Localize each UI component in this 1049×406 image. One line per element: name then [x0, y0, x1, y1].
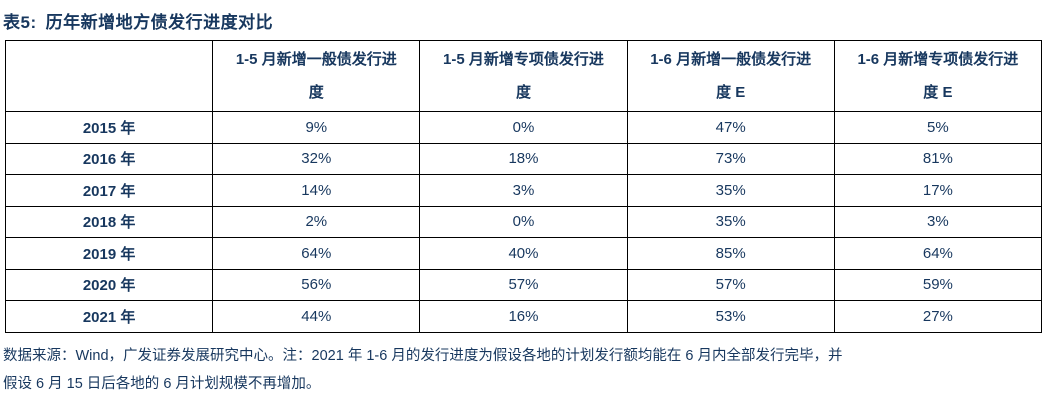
table-title: 表5: 历年新增地方债发行进度对比 [0, 0, 1049, 33]
col-header-1-6-special: 1-6 月新增专项债发行进 度 E [833, 40, 1043, 112]
value-cell: 64% [212, 237, 421, 270]
table-title-prefix: 表5: [3, 13, 37, 32]
header-line: 1-6 月新增专项债发行进 [857, 51, 1019, 68]
value-cell: 57% [626, 268, 835, 301]
source-note: 数据来源：Wind，广发证券发展研究中心。注：2021 年 1-6 月的发行进度… [3, 342, 1049, 398]
table-row-2019: 2019 年 64% 40% 85% 64% [4, 237, 1043, 270]
value-cell: 18% [419, 142, 628, 175]
value-cell: 47% [626, 111, 835, 144]
bond-issuance-progress-table: 1-5 月新增一般债发行进 度 1-5 月新增专项债发行进 度 1-6 月新增一… [4, 40, 1043, 333]
table-row-2018: 2018 年 2% 0% 35% 3% [4, 205, 1043, 238]
value-cell: 53% [626, 300, 835, 333]
row-year-label: 2019 年 [4, 237, 214, 270]
row-year-label: 2016 年 [4, 142, 214, 175]
value-cell: 3% [833, 205, 1043, 238]
header-line: 度 [515, 84, 531, 101]
value-cell: 0% [419, 205, 628, 238]
header-line: 1-5 月新增一般债发行进 [235, 51, 397, 68]
header-line: 度 E [716, 84, 746, 101]
value-cell: 14% [212, 174, 421, 207]
header-line: 1-5 月新增专项债发行进 [443, 51, 604, 68]
value-cell: 57% [419, 268, 628, 301]
table-row-2021: 2021 年 44% 16% 53% 27% [4, 300, 1043, 333]
header-line: 1-6 月新增一般债发行进 [650, 51, 812, 68]
value-cell: 5% [833, 111, 1043, 144]
row-year-label: 2015 年 [4, 111, 214, 144]
table-row-2015: 2015 年 9% 0% 47% 5% [4, 111, 1043, 144]
value-cell: 2% [212, 205, 421, 238]
corner-cell [4, 40, 214, 112]
header-line: 度 E [923, 84, 953, 101]
value-cell: 9% [212, 111, 421, 144]
value-cell: 16% [419, 300, 628, 333]
value-cell: 3% [419, 174, 628, 207]
value-cell: 64% [833, 237, 1043, 270]
value-cell: 35% [626, 205, 835, 238]
value-cell: 44% [212, 300, 421, 333]
value-cell: 73% [626, 142, 835, 175]
value-cell: 81% [833, 142, 1043, 175]
row-year-label: 2017 年 [4, 174, 214, 207]
value-cell: 59% [833, 268, 1043, 301]
row-year-label: 2021 年 [4, 300, 214, 333]
value-cell: 85% [626, 237, 835, 270]
header-line: 度 [308, 84, 324, 101]
table-row-2017: 2017 年 14% 3% 35% 17% [4, 174, 1043, 207]
col-header-1-6-general: 1-6 月新增一般债发行进 度 E [626, 40, 835, 112]
source-note-line1: 数据来源：Wind，广发证券发展研究中心。注：2021 年 1-6 月的发行进度… [3, 347, 843, 364]
col-header-1-5-special: 1-5 月新增专项债发行进 度 [419, 40, 628, 112]
value-cell: 17% [833, 174, 1043, 207]
value-cell: 40% [419, 237, 628, 270]
value-cell: 56% [212, 268, 421, 301]
col-header-1-5-general: 1-5 月新增一般债发行进 度 [212, 40, 421, 112]
row-year-label: 2020 年 [4, 268, 214, 301]
table-row-2020: 2020 年 56% 57% 57% 59% [4, 268, 1043, 301]
table-row-2016: 2016 年 32% 18% 73% 81% [4, 142, 1043, 175]
source-note-line2: 假设 6 月 15 日后各地的 6 月计划规模不再增加。 [3, 375, 321, 392]
value-cell: 0% [419, 111, 628, 144]
row-year-label: 2018 年 [4, 205, 214, 238]
header-row: 1-5 月新增一般债发行进 度 1-5 月新增专项债发行进 度 1-6 月新增一… [4, 40, 1043, 112]
table-title-text: 历年新增地方债发行进度对比 [45, 13, 274, 32]
value-cell: 35% [626, 174, 835, 207]
value-cell: 27% [833, 300, 1043, 333]
value-cell: 32% [212, 142, 421, 175]
